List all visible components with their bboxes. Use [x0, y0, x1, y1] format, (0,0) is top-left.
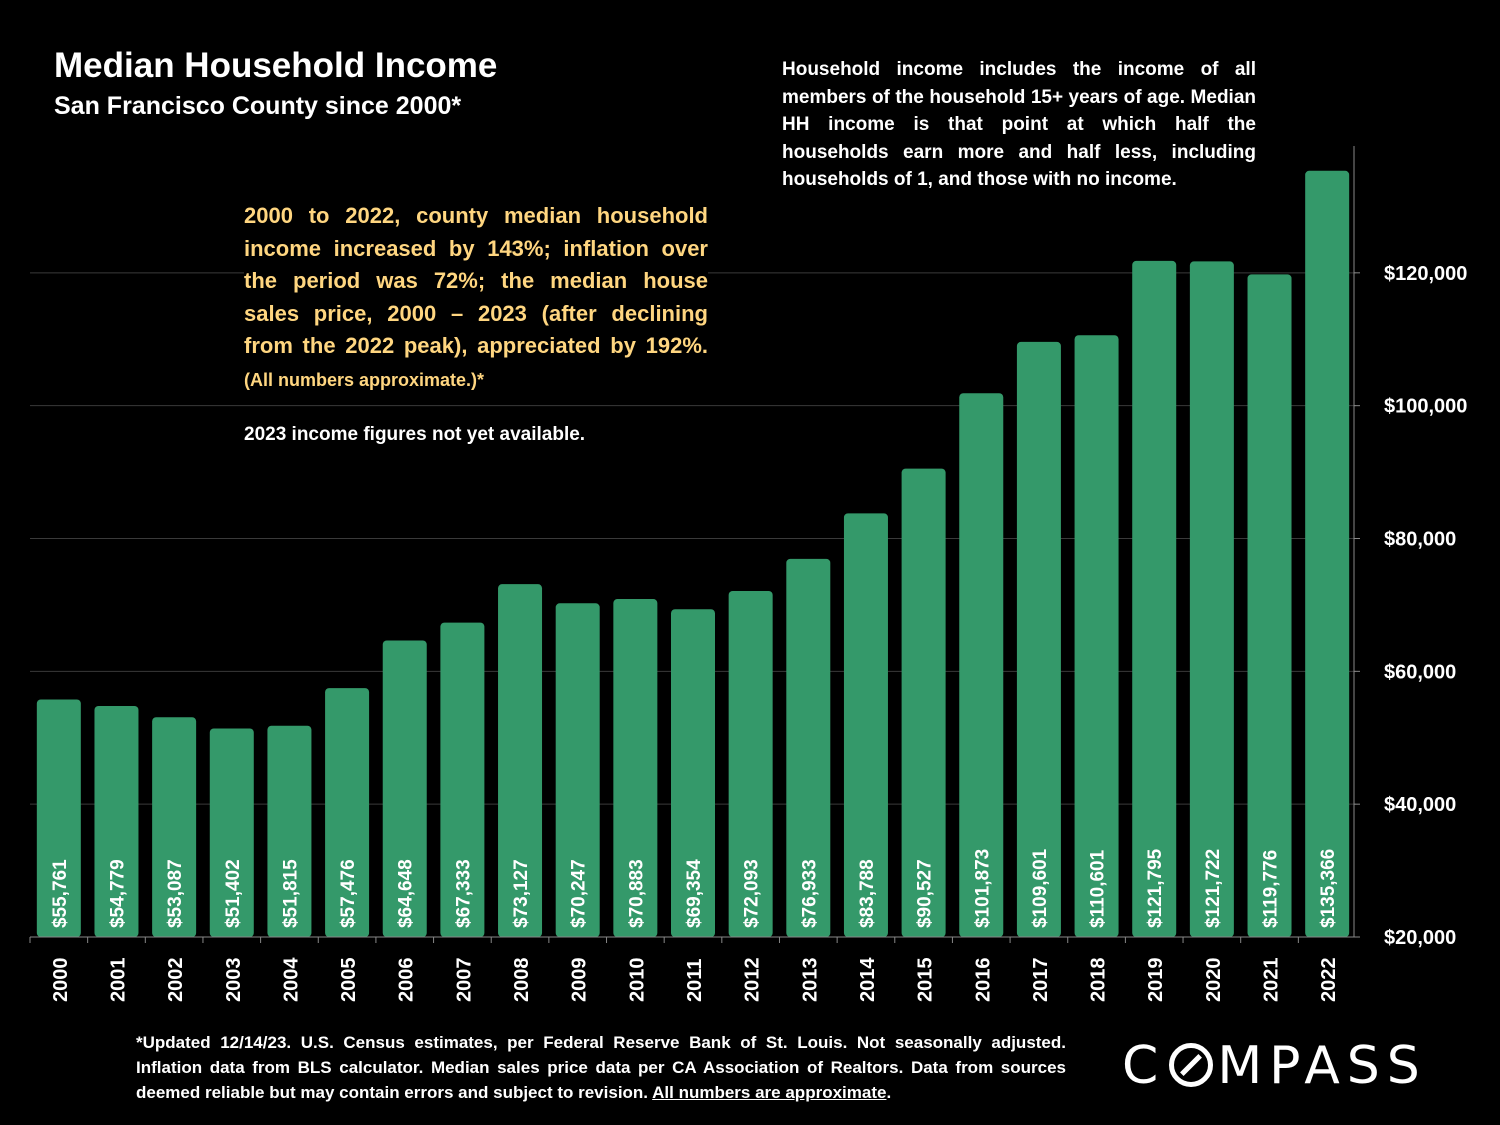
- summary-main: 2000 to 2022, county median household in…: [244, 203, 708, 359]
- x-tick-label: 2009: [569, 958, 591, 1003]
- bar-value-label: $109,601: [1030, 848, 1051, 928]
- x-tick-label: 2017: [1030, 958, 1052, 1003]
- bar-2003: [209, 728, 254, 937]
- x-tick-label: 2021: [1261, 958, 1283, 1003]
- bar-2015: [901, 468, 946, 937]
- x-tick-label: 2000: [50, 958, 72, 1003]
- x-tick-label: 2016: [972, 958, 994, 1003]
- x-tick-label: 2004: [280, 957, 302, 1002]
- x-tick-label: 2001: [107, 958, 129, 1003]
- bar-value-label: $69,354: [684, 859, 705, 928]
- x-tick-label: 2007: [453, 958, 475, 1003]
- summary-note: 2000 to 2022, county median household in…: [244, 200, 708, 403]
- x-tick-label: 2018: [1088, 958, 1110, 1003]
- x-tick-label: 2003: [223, 958, 245, 1003]
- y-tick-label: $80,000: [1384, 529, 1456, 551]
- bar-2012: [728, 591, 773, 937]
- bar-2011: [671, 609, 715, 937]
- bar-value-label: $76,933: [799, 859, 820, 928]
- logo-before: C: [1122, 1036, 1166, 1096]
- x-tick-label: 2008: [511, 958, 533, 1003]
- bar-2008: [498, 584, 543, 937]
- y-tick-label: $20,000: [1384, 927, 1456, 949]
- logo-after: MPASS: [1217, 1036, 1427, 1096]
- bar-2000: [36, 699, 81, 937]
- bar-2013: [786, 558, 831, 937]
- bar-value-label: $90,527: [915, 859, 936, 928]
- y-tick-label: $40,000: [1384, 794, 1456, 816]
- bar-value-label: $121,722: [1203, 849, 1224, 928]
- footnote-text: *Updated 12/14/23. U.S. Census estimates…: [136, 1033, 1066, 1102]
- y-tick-label: $60,000: [1384, 661, 1456, 683]
- bar-2014: [843, 513, 888, 937]
- bar-value-label: $53,087: [165, 859, 186, 928]
- footnote-end: .: [886, 1083, 892, 1102]
- x-tick-label: 2010: [626, 958, 648, 1003]
- x-tick-label: 2002: [165, 958, 187, 1003]
- footnote-approx-link: All numbers are approximate: [652, 1083, 887, 1102]
- bar-value-label: $67,333: [453, 859, 474, 928]
- chart-subtitle: San Francisco County since 2000*: [54, 92, 462, 120]
- bar-value-label: $51,402: [223, 859, 244, 928]
- x-tick-label: 2015: [915, 958, 937, 1003]
- definition-note: Household income includes the income of …: [782, 59, 1256, 190]
- summary-small: (All numbers approximate.)*: [244, 369, 485, 390]
- x-tick-label: 2019: [1145, 958, 1167, 1003]
- bar-value-label: $121,795: [1145, 848, 1166, 928]
- y-tick-label: $100,000: [1384, 396, 1467, 418]
- bar-value-label: $72,093: [742, 859, 763, 928]
- bar-value-label: $51,815: [280, 859, 301, 928]
- bar-2007: [440, 622, 485, 937]
- chart-title: Median Household Income: [54, 46, 498, 85]
- bar-2005: [325, 688, 370, 937]
- bar-2022: [1305, 170, 1350, 938]
- bar-2004: [267, 725, 312, 937]
- y-tick-label: $120,000: [1384, 263, 1467, 285]
- x-tick-label: 2011: [684, 959, 706, 1002]
- bar-value-label: $110,601: [1088, 849, 1109, 928]
- compass-o-icon: [1169, 1043, 1214, 1087]
- x-tick-label: 2013: [799, 958, 821, 1003]
- bar-value-label: $55,761: [50, 859, 71, 928]
- x-tick-label: 2022: [1318, 958, 1340, 1003]
- compass-logo: C MPASS: [1122, 1036, 1427, 1096]
- bar-2018: [1074, 335, 1119, 937]
- bar-2002: [152, 717, 197, 937]
- bar-2017: [1016, 341, 1061, 937]
- bar-2020: [1189, 261, 1234, 938]
- x-tick-label: 2014: [857, 957, 879, 1002]
- bar-value-label: $73,127: [511, 859, 532, 928]
- bar-2019: [1132, 260, 1177, 938]
- bar-value-label: $64,648: [396, 859, 417, 928]
- bar-value-label: $83,788: [857, 859, 878, 928]
- footnote: *Updated 12/14/23. U.S. Census estimates…: [136, 1030, 1066, 1105]
- bar-2021: [1247, 274, 1292, 938]
- bar-value-label: $135,366: [1318, 849, 1339, 928]
- x-tick-label: 2020: [1203, 958, 1225, 1003]
- bar-value-label: $70,883: [626, 859, 647, 928]
- bar-2001: [94, 706, 139, 937]
- bar-2016: [959, 393, 1004, 938]
- bar-value-label: $70,247: [569, 859, 590, 928]
- x-tick-label: 2005: [338, 958, 360, 1003]
- note-2023: 2023 income figures not yet available.: [244, 424, 586, 446]
- bar-2010: [613, 599, 658, 937]
- x-tick-label: 2012: [742, 958, 764, 1003]
- bar-value-label: $101,873: [972, 849, 993, 928]
- bar-value-label: $119,776: [1261, 850, 1282, 928]
- bar-2009: [555, 603, 600, 937]
- x-tick-label: 2006: [396, 958, 418, 1003]
- bar-value-label: $54,779: [107, 859, 128, 928]
- bar-2006: [382, 640, 427, 937]
- bar-value-label: $57,476: [338, 859, 359, 928]
